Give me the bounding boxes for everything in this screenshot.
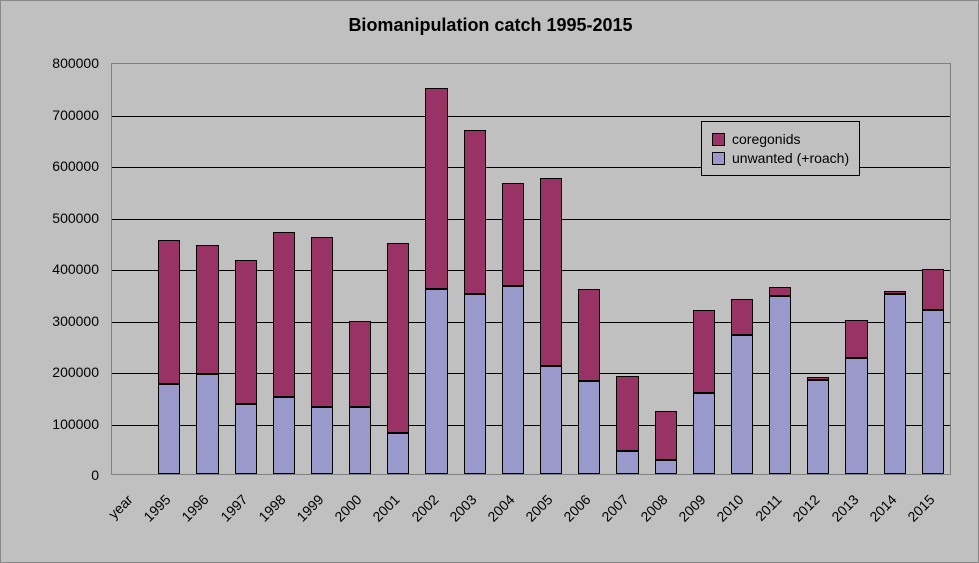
bar <box>349 62 371 474</box>
bar <box>884 62 906 474</box>
y-tick-label: 0 <box>1 467 99 483</box>
bar <box>196 62 218 474</box>
bar-segment-unwanted-roach- <box>387 433 409 474</box>
bar <box>502 62 524 474</box>
bar <box>425 62 447 474</box>
bar-segment-unwanted-roach- <box>158 384 180 474</box>
bar-segment-unwanted-roach- <box>693 393 715 474</box>
y-tick-label: 300000 <box>1 313 99 329</box>
bar-segment-coregonids <box>655 411 677 460</box>
bar-segment-coregonids <box>387 243 409 433</box>
bar-segment-coregonids <box>845 320 867 359</box>
bar-segment-coregonids <box>884 291 906 294</box>
bar-segment-coregonids <box>616 376 638 451</box>
y-tick-label: 200000 <box>1 364 99 380</box>
legend-label: coregonids <box>732 131 801 147</box>
y-tick-label: 500000 <box>1 210 99 226</box>
bar-segment-coregonids <box>235 260 257 404</box>
bar-segment-unwanted-roach- <box>922 310 944 474</box>
bar <box>655 62 677 474</box>
bar-segment-unwanted-roach- <box>273 397 295 474</box>
bar <box>235 62 257 474</box>
legend: coregonids unwanted (+roach) <box>701 121 860 176</box>
bar-segment-coregonids <box>273 232 295 397</box>
bar <box>578 62 600 474</box>
bar-segment-unwanted-roach- <box>425 289 447 474</box>
bar-segment-coregonids <box>769 287 791 296</box>
y-tick-label: 400000 <box>1 261 99 277</box>
bar-segment-unwanted-roach- <box>464 294 486 474</box>
bar-segment-coregonids <box>158 240 180 384</box>
bar <box>616 62 638 474</box>
legend-swatch <box>712 133 725 146</box>
bar-segment-coregonids <box>311 237 333 407</box>
legend-label: unwanted (+roach) <box>732 150 849 166</box>
y-tick-label: 800000 <box>1 55 99 71</box>
bar-segment-unwanted-roach- <box>578 381 600 474</box>
bar-segment-unwanted-roach- <box>655 460 677 474</box>
bar-segment-unwanted-roach- <box>731 335 753 474</box>
bar-segment-unwanted-roach- <box>502 286 524 474</box>
bar-segment-coregonids <box>731 299 753 335</box>
legend-item: unwanted (+roach) <box>712 150 849 166</box>
bar-segment-unwanted-roach- <box>540 366 562 474</box>
bar <box>540 62 562 474</box>
legend-item: coregonids <box>712 131 849 147</box>
legend-swatch <box>712 152 725 165</box>
y-tick-label: 100000 <box>1 416 99 432</box>
chart-title: Biomanipulation catch 1995-2015 <box>1 15 979 36</box>
bar <box>273 62 295 474</box>
y-tick-label: 600000 <box>1 158 99 174</box>
bar-segment-coregonids <box>349 321 371 408</box>
bar <box>464 62 486 474</box>
bar-segment-unwanted-roach- <box>769 296 791 474</box>
bar-segment-unwanted-roach- <box>311 407 333 474</box>
bar-segment-coregonids <box>807 377 829 380</box>
bar-segment-coregonids <box>922 269 944 310</box>
bar-segment-coregonids <box>502 183 524 286</box>
bar-segment-coregonids <box>425 88 447 289</box>
bar-segment-unwanted-roach- <box>807 380 829 474</box>
bar-segment-coregonids <box>578 289 600 382</box>
bar-segment-unwanted-roach- <box>845 358 867 474</box>
bar-segment-unwanted-roach- <box>884 294 906 474</box>
bar-segment-unwanted-roach- <box>196 374 218 474</box>
chart-frame: Biomanipulation catch 1995-2015 0 100000 2… <box>0 0 979 563</box>
y-tick-label: 700000 <box>1 107 99 123</box>
bar-segment-coregonids <box>196 245 218 374</box>
bar <box>387 62 409 474</box>
bar-segment-unwanted-roach- <box>349 407 371 474</box>
bar <box>311 62 333 474</box>
bar <box>922 62 944 474</box>
bar-segment-coregonids <box>464 130 486 294</box>
bar-segment-coregonids <box>693 310 715 392</box>
bar <box>120 62 142 474</box>
bar-segment-coregonids <box>540 178 562 366</box>
bar-segment-unwanted-roach- <box>616 451 638 474</box>
bar <box>158 62 180 474</box>
bar-segment-unwanted-roach- <box>235 404 257 474</box>
